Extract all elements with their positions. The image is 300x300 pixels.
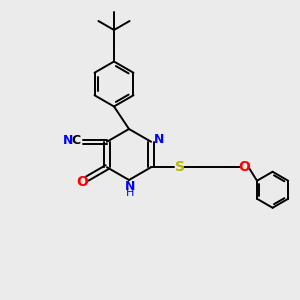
Text: O: O [238,160,250,174]
Text: S: S [175,160,184,174]
Text: N: N [153,133,164,146]
Text: C: C [72,134,81,147]
Text: N: N [125,180,136,193]
Text: O: O [76,175,88,189]
Text: N: N [63,134,73,147]
Text: H: H [126,188,135,199]
